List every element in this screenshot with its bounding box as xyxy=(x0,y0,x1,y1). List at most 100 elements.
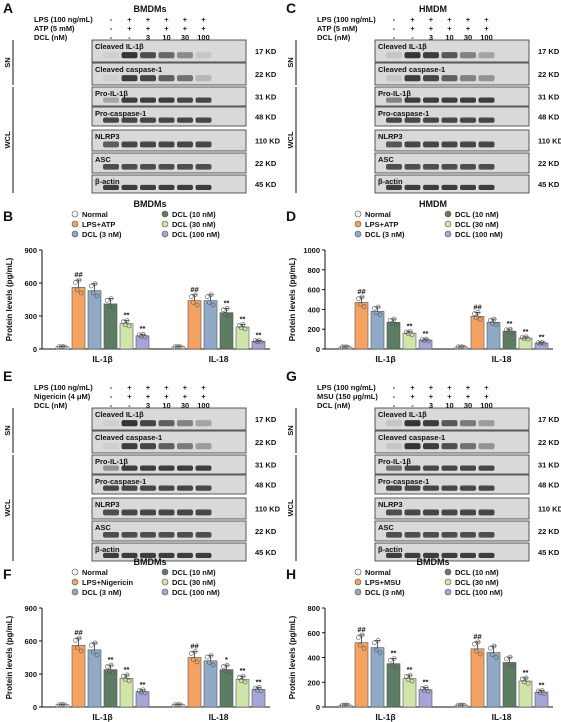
blot-row: NLRP3 110 KD xyxy=(374,129,561,152)
blot-band xyxy=(478,75,495,82)
treatment-mark: 100 xyxy=(197,401,210,410)
legend-marker xyxy=(354,220,362,228)
data-point xyxy=(537,690,543,696)
y-tick-label: 400 xyxy=(307,305,320,314)
blot-band xyxy=(441,164,458,170)
treatment-mark: - xyxy=(393,24,396,33)
blot-band xyxy=(177,184,193,190)
data-point xyxy=(357,302,363,307)
blot-row: Cleaved IL-1β 17 KD xyxy=(91,407,277,431)
protein-label: ASC xyxy=(95,523,111,532)
data-point xyxy=(341,702,347,708)
treatment-mark: 100 xyxy=(197,33,210,42)
data-point xyxy=(487,645,493,651)
legend-marker xyxy=(71,230,79,238)
protein-label: Pro-caspase-1 xyxy=(95,109,146,118)
significance-mark: ** xyxy=(407,321,413,330)
bar xyxy=(486,652,501,708)
treatment-mark: + xyxy=(183,383,188,392)
protein-label: Pro-caspase-1 xyxy=(378,109,429,118)
blot-band xyxy=(140,532,156,538)
blot-band xyxy=(195,184,212,190)
blot-band xyxy=(140,52,156,59)
treatment-mark: + xyxy=(183,15,188,24)
treatment-mark: 3 xyxy=(429,401,433,410)
treatment-mark: - xyxy=(393,15,396,24)
blot-band xyxy=(460,552,476,558)
y-tick-label: 0 xyxy=(316,703,320,712)
blot-row: ASC 22 KD xyxy=(91,152,277,174)
blot-band xyxy=(103,532,119,538)
panel-letter: H xyxy=(286,566,296,582)
data-point xyxy=(92,640,98,646)
x-category-label: IL-18 xyxy=(209,712,229,722)
legend-label: DCL (10 nM) xyxy=(455,210,499,219)
data-point xyxy=(190,657,196,662)
blot-band xyxy=(177,141,193,148)
y-tick-label: 300 xyxy=(24,670,37,679)
legend-label: DCL (3 nM) xyxy=(82,588,122,597)
legend-marker xyxy=(161,230,169,238)
data-point xyxy=(377,312,383,318)
blot-row: β-actin 45 KD xyxy=(374,542,560,562)
data-point xyxy=(375,304,381,310)
blot-band xyxy=(441,509,458,516)
blot-band xyxy=(404,117,421,123)
x-category-label: IL-18 xyxy=(209,354,229,364)
bar xyxy=(187,657,202,708)
panel-letter: E xyxy=(3,368,12,384)
legend-label: DCL (10 nM) xyxy=(455,568,499,577)
treatment-mark: + xyxy=(447,392,452,401)
protein-label: Cleaved caspase-1 xyxy=(95,65,162,74)
data-point xyxy=(88,283,94,289)
kd-label: 17 KD xyxy=(255,47,277,56)
blot-band xyxy=(478,52,495,59)
treatment-label: ATP (5 mM) xyxy=(34,24,75,33)
blot-band xyxy=(423,164,439,170)
data-point xyxy=(104,297,110,303)
blot-band xyxy=(177,443,193,450)
significance-mark: ** xyxy=(539,332,545,341)
blot-band xyxy=(404,184,421,190)
blot-band xyxy=(140,141,156,148)
blot-band xyxy=(478,164,495,170)
data-point xyxy=(471,641,477,647)
data-point xyxy=(457,702,463,708)
blot-band xyxy=(177,52,193,59)
panel-letter: B xyxy=(3,208,13,224)
treatment-mark: - xyxy=(128,33,131,42)
data-point xyxy=(226,670,232,676)
blot-band xyxy=(158,420,175,427)
protein-label: Pro-caspase-1 xyxy=(95,477,146,486)
blot-band xyxy=(158,552,175,558)
data-point xyxy=(58,344,64,350)
bar xyxy=(87,649,102,708)
significance-mark: ## xyxy=(473,632,482,641)
y-tick-label: 900 xyxy=(24,604,37,613)
data-point xyxy=(92,281,98,287)
blot-band xyxy=(386,485,402,491)
data-point xyxy=(194,302,200,308)
blot-band xyxy=(158,52,175,59)
treatment-label: Nigericin (4 μM) xyxy=(34,392,91,401)
blot-band xyxy=(140,164,156,170)
treatment-mark: + xyxy=(484,383,489,392)
treatment-mark: 10 xyxy=(162,33,170,42)
legend-label: DCL (3 nM) xyxy=(365,588,405,597)
treatment-label: DCL (nM) xyxy=(34,401,68,410)
y-tick-label: 900 xyxy=(24,246,37,255)
treatment-mark: + xyxy=(429,15,434,24)
treatment-label: DCL (nM) xyxy=(317,33,351,42)
data-point xyxy=(240,322,246,327)
treatment-mark: + xyxy=(429,383,434,392)
treatment-mark: + xyxy=(410,24,415,33)
kd-label: 45 KD xyxy=(255,548,277,557)
blot-band xyxy=(177,97,193,103)
blot-band xyxy=(103,465,119,471)
blot-band xyxy=(103,420,119,427)
significance-mark: ** xyxy=(256,677,262,686)
kd-label: 31 KD xyxy=(255,93,277,102)
data-point xyxy=(343,344,349,350)
section-label: SN xyxy=(3,425,12,435)
blot-strip xyxy=(374,520,530,542)
